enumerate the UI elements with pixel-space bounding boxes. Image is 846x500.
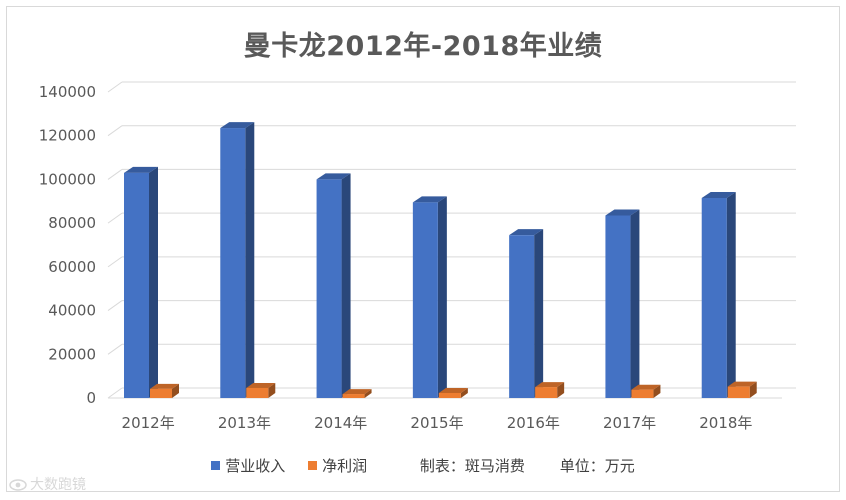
bar-profit xyxy=(631,389,654,398)
bar-side-profit xyxy=(460,387,468,398)
watermark: 大数跑镜 xyxy=(8,474,86,494)
bar-side-profit xyxy=(172,383,179,398)
bar-revenue xyxy=(220,128,246,399)
y-tick-label: 100000 xyxy=(39,170,96,188)
gridline-depth xyxy=(107,81,123,93)
x-tick-label: 2013年 xyxy=(218,414,271,432)
y-tick-label: 140000 xyxy=(39,83,96,101)
x-tick-label: 2012年 xyxy=(122,414,175,432)
gridline-depth xyxy=(107,212,123,224)
bar-profit xyxy=(438,392,461,398)
gridline-depth xyxy=(107,300,123,311)
gridline-depth xyxy=(107,256,123,268)
legend-item-profit: 净利润 xyxy=(308,455,367,476)
bar-side-profit xyxy=(653,384,661,398)
bar-top-profit xyxy=(150,383,179,389)
bar-side-profit xyxy=(364,389,372,398)
bar-top-revenue xyxy=(509,229,544,236)
bar-top-revenue xyxy=(701,192,736,199)
bar-profit xyxy=(246,387,269,398)
bar-side-revenue xyxy=(149,166,158,398)
bar-side-profit xyxy=(268,382,276,398)
gridline-depth xyxy=(107,169,123,180)
bar-top-revenue xyxy=(605,209,640,216)
bar-revenue xyxy=(124,172,149,398)
bar-revenue xyxy=(701,198,727,398)
bar-profit xyxy=(150,388,172,398)
chart-legend: 营业收入 净利润 制表：斑马消费 单位：万元 xyxy=(0,455,846,476)
bar-top-revenue xyxy=(412,196,447,203)
bar-top-profit xyxy=(631,384,661,390)
y-tick-label: 80000 xyxy=(48,214,96,232)
bar-revenue xyxy=(605,215,631,398)
y-tick-label: 120000 xyxy=(39,127,96,145)
legend-swatch-revenue xyxy=(211,461,221,470)
bar-top-revenue xyxy=(316,173,351,180)
y-tick-label: 20000 xyxy=(48,345,96,363)
x-tick-label: 2014年 xyxy=(314,414,367,432)
bar-revenue xyxy=(316,179,342,398)
legend-swatch-profit xyxy=(308,461,318,470)
bar-top-profit xyxy=(246,382,276,388)
gridline-depth xyxy=(107,387,123,399)
bar-side-profit xyxy=(557,382,565,398)
source-note: 制表：斑马消费 xyxy=(419,457,525,475)
legend-label-revenue: 营业收入 xyxy=(225,457,286,475)
watermark-text: 大数跑镜 xyxy=(30,477,86,493)
x-tick-label: 2015年 xyxy=(410,414,463,432)
legend-label-profit: 净利润 xyxy=(322,457,368,475)
legend-item-revenue: 营业收入 xyxy=(211,455,285,476)
eye-logo-icon xyxy=(9,479,27,491)
x-tick-label: 2016年 xyxy=(507,414,560,432)
bar-side-profit xyxy=(749,381,757,398)
y-tick-label: 40000 xyxy=(48,302,96,320)
bar-profit xyxy=(342,394,365,398)
x-tick-label: 2018年 xyxy=(699,414,752,432)
bar-side-revenue xyxy=(437,196,447,398)
bar-top-profit xyxy=(342,389,372,395)
bar-profit xyxy=(535,387,558,398)
bar-profit xyxy=(727,386,750,398)
y-tick-label: 60000 xyxy=(48,258,96,276)
bar-top-profit xyxy=(727,381,757,387)
bar-top-revenue xyxy=(220,122,255,129)
bar-side-revenue xyxy=(534,229,544,398)
unit-note: 单位：万元 xyxy=(559,457,635,475)
gridline-depth xyxy=(107,343,123,355)
bar-side-revenue xyxy=(245,122,255,399)
bar-top-profit xyxy=(535,382,565,388)
bar-top-profit xyxy=(438,387,468,393)
gridline-depth xyxy=(107,125,123,137)
bar-revenue xyxy=(509,235,535,398)
bar-side-revenue xyxy=(726,192,736,398)
bar-top-revenue xyxy=(124,166,158,173)
bar-side-revenue xyxy=(341,173,351,398)
x-tick-label: 2017年 xyxy=(603,414,656,432)
y-tick-label: 0 xyxy=(86,389,96,407)
chart-title: 曼卡龙2012年-2018年业绩 xyxy=(243,31,603,62)
bar-revenue xyxy=(412,202,438,398)
bar-side-revenue xyxy=(630,209,640,398)
